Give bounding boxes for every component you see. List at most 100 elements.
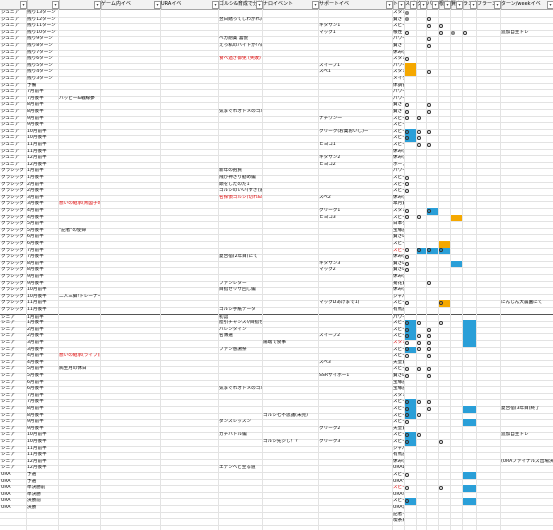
- table-cell[interactable]: [160, 56, 219, 63]
- table-cell[interactable]: [218, 512, 263, 519]
- table-cell[interactable]: [476, 498, 501, 505]
- table-cell[interactable]: [476, 241, 501, 248]
- table-cell[interactable]: [500, 228, 553, 235]
- table-cell[interactable]: [218, 267, 263, 274]
- table-cell[interactable]: [262, 102, 319, 109]
- table-cell[interactable]: URA: [0, 492, 27, 499]
- table-cell[interactable]: [160, 69, 219, 76]
- table-cell[interactable]: 残り6ターン: [26, 56, 59, 63]
- table-cell[interactable]: 残り12ターン: [26, 17, 59, 24]
- table-cell[interactable]: [58, 465, 101, 472]
- table-cell[interactable]: [476, 446, 501, 453]
- table-cell[interactable]: [500, 287, 553, 294]
- table-cell[interactable]: ファンレター: [218, 281, 263, 288]
- table-cell[interactable]: [160, 261, 219, 268]
- table-cell[interactable]: クラシック: [0, 201, 27, 208]
- table-cell[interactable]: [160, 399, 219, 406]
- table-cell[interactable]: シニア: [0, 386, 27, 393]
- table-cell[interactable]: [160, 281, 219, 288]
- table-cell[interactable]: 10月前半: [26, 287, 59, 294]
- table-cell[interactable]: [262, 96, 319, 103]
- table-cell[interactable]: [58, 175, 101, 182]
- table-cell[interactable]: 休み(+40&やる気UP): [392, 254, 405, 261]
- table-cell[interactable]: ○: [426, 327, 439, 334]
- table-cell[interactable]: 7月前半: [26, 89, 59, 96]
- table-cell[interactable]: [476, 333, 501, 340]
- table-cell[interactable]: [462, 340, 477, 347]
- table-cell[interactable]: ○: [416, 320, 427, 327]
- table-cell[interactable]: [462, 505, 477, 512]
- table-cell[interactable]: クリーク2: [318, 426, 393, 433]
- table-cell[interactable]: [58, 406, 101, 413]
- table-cell[interactable]: [160, 17, 219, 24]
- table-cell[interactable]: 8月前半: [26, 102, 59, 109]
- table-cell[interactable]: [318, 287, 393, 294]
- table-cell[interactable]: [262, 168, 319, 175]
- table-cell[interactable]: ○: [404, 472, 417, 479]
- table-cell[interactable]: パワー: [392, 89, 405, 96]
- table-cell[interactable]: 4月後半: [26, 215, 59, 222]
- table-cell[interactable]: [462, 221, 477, 228]
- table-cell[interactable]: [500, 50, 553, 57]
- table-cell[interactable]: 有馬記念1着: [392, 307, 405, 314]
- table-cell[interactable]: スピードLv4: [392, 439, 405, 446]
- table-cell[interactable]: 8月後半: [26, 109, 59, 116]
- table-cell[interactable]: ○: [426, 129, 439, 136]
- table-cell[interactable]: ○: [404, 188, 417, 195]
- table-cell[interactable]: [262, 267, 319, 274]
- table-cell[interactable]: スタミナ: [392, 208, 405, 215]
- filter-dropdown-icon[interactable]: ▾: [20, 1, 27, 9]
- table-cell[interactable]: キタサン3: [318, 261, 393, 268]
- table-cell[interactable]: [476, 347, 501, 354]
- table-cell[interactable]: ○: [404, 215, 417, 222]
- table-cell[interactable]: [160, 360, 219, 367]
- table-cell[interactable]: [500, 215, 553, 222]
- table-cell[interactable]: 残り13ターン: [26, 10, 59, 17]
- table-cell[interactable]: スペ3: [318, 360, 393, 367]
- table-cell[interactable]: ○: [416, 347, 427, 354]
- table-cell[interactable]: 3月後半: [26, 201, 59, 208]
- table-cell[interactable]: 6月前半: [26, 380, 59, 387]
- table-cell[interactable]: [500, 96, 553, 103]
- table-cell[interactable]: [462, 142, 477, 149]
- table-cell[interactable]: ジュニア: [0, 10, 27, 17]
- table-cell[interactable]: ○: [404, 116, 417, 123]
- table-cell[interactable]: [462, 129, 477, 136]
- table-cell[interactable]: [318, 43, 393, 50]
- table-cell[interactable]: [500, 142, 553, 149]
- table-cell[interactable]: [160, 109, 219, 116]
- table-cell[interactable]: [218, 142, 263, 149]
- table-cell[interactable]: 12月前半: [26, 155, 59, 162]
- table-cell[interactable]: シニア: [0, 393, 27, 400]
- table-cell[interactable]: [462, 10, 477, 17]
- table-cell[interactable]: [58, 23, 101, 30]
- table-cell[interactable]: シニア: [0, 327, 27, 334]
- table-cell[interactable]: 12月後半: [26, 162, 59, 169]
- table-cell[interactable]: [58, 380, 101, 387]
- table-cell[interactable]: [262, 333, 319, 340]
- table-cell[interactable]: [262, 162, 319, 169]
- table-cell[interactable]: [500, 168, 553, 175]
- filter-dropdown-icon[interactable]: ▾: [312, 1, 319, 9]
- table-cell[interactable]: [500, 201, 553, 208]
- table-cell[interactable]: [476, 393, 501, 400]
- table-cell[interactable]: ジュニア: [0, 135, 27, 142]
- table-cell[interactable]: ○: [404, 267, 417, 274]
- table-cell[interactable]: [500, 23, 553, 30]
- table-cell[interactable]: スピードLv4: [392, 413, 405, 420]
- table-cell[interactable]: 宝塚記念1着: [392, 380, 405, 387]
- table-cell[interactable]: [218, 294, 263, 301]
- table-cell[interactable]: [476, 287, 501, 294]
- table-cell[interactable]: [462, 307, 477, 314]
- table-cell[interactable]: ジュニア: [0, 89, 27, 96]
- table-cell[interactable]: パワーLv2: [392, 168, 405, 175]
- table-cell[interactable]: [160, 89, 219, 96]
- table-cell[interactable]: [318, 366, 393, 373]
- table-cell[interactable]: ○: [426, 347, 439, 354]
- table-cell[interactable]: [500, 327, 553, 334]
- table-cell[interactable]: [462, 419, 477, 426]
- table-cell[interactable]: [476, 300, 501, 307]
- table-cell[interactable]: スピードLv3: [392, 347, 405, 354]
- table-cell[interactable]: [462, 63, 477, 70]
- table-cell[interactable]: ○: [462, 30, 477, 37]
